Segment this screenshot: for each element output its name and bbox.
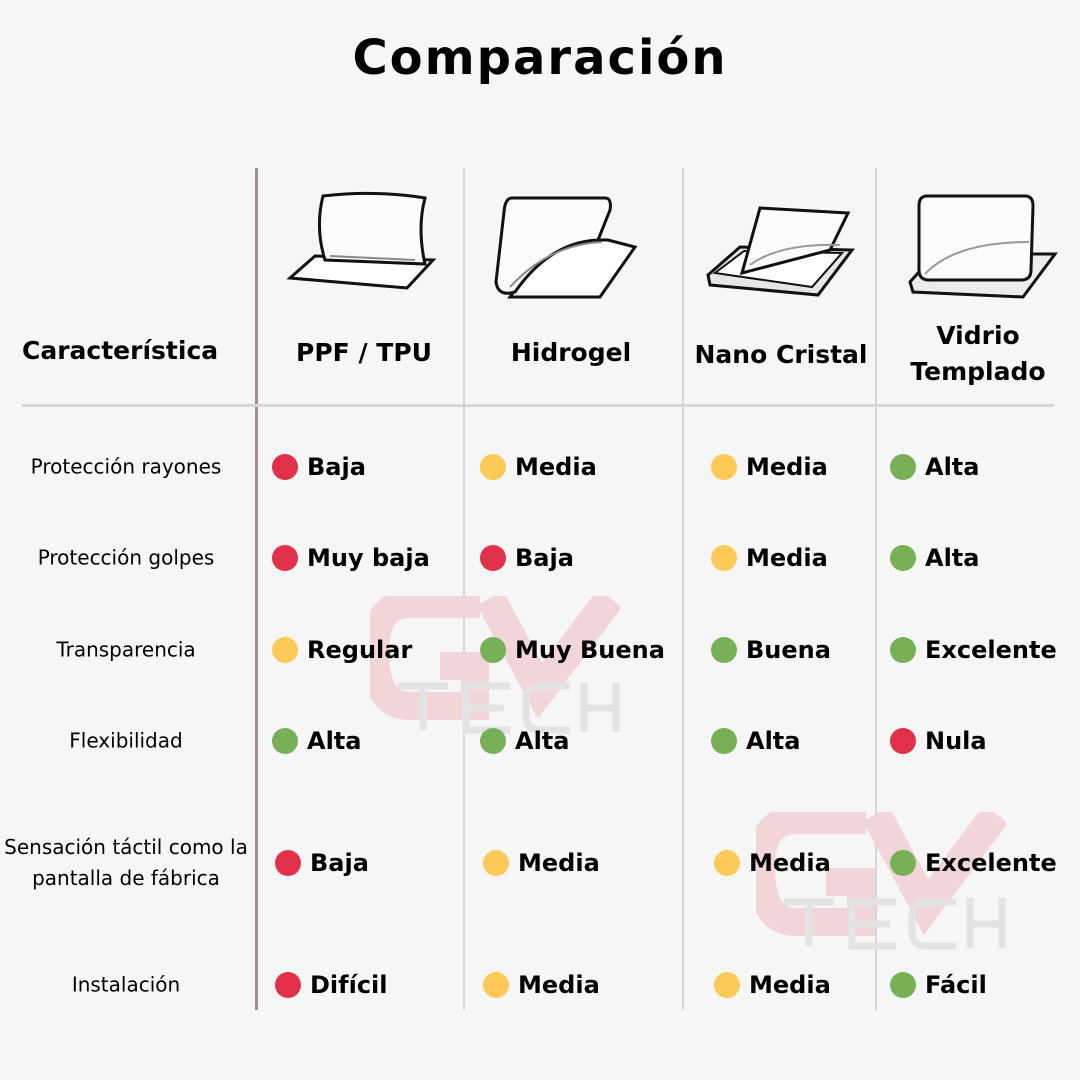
gv-tech-watermark <box>756 812 1006 950</box>
rating-cell: Nula <box>890 727 987 755</box>
rating-yellow-dot-icon <box>483 850 509 876</box>
column-divider <box>463 168 465 1010</box>
feature-label: Transparencia <box>56 637 196 662</box>
rating-text: Muy Buena <box>515 636 665 664</box>
rating-text: Baja <box>515 544 574 572</box>
rating-text: Muy baja <box>307 544 430 572</box>
rating-cell: Muy Buena <box>480 636 665 664</box>
hydrogel-film-icon <box>494 196 638 299</box>
rating-text: Media <box>746 544 828 572</box>
rating-red-dot-icon <box>275 850 301 876</box>
rating-cell: Media <box>714 971 831 999</box>
rating-green-dot-icon <box>890 545 916 571</box>
rating-yellow-dot-icon <box>480 454 506 480</box>
column-header-nano-cristal: Nano Cristal <box>694 340 868 369</box>
rating-text: Regular <box>307 636 413 664</box>
rating-text: Media <box>749 971 831 999</box>
feature-label: Protección golpes <box>37 545 215 570</box>
feature-label: Instalación <box>71 972 181 997</box>
rating-cell: Regular <box>272 636 412 664</box>
rating-red-dot-icon <box>272 545 298 571</box>
column-divider <box>875 168 877 1010</box>
rating-text: Baja <box>310 849 369 877</box>
rating-cell: Difícil <box>275 971 388 999</box>
rating-cell: Baja <box>272 453 366 481</box>
rating-text: Alta <box>925 544 980 572</box>
rating-cell: Baja <box>480 544 574 572</box>
feature-label: Flexibilidad <box>69 728 183 753</box>
rating-green-dot-icon <box>480 728 506 754</box>
page-title: Comparación <box>352 30 728 86</box>
rating-text: Excelente <box>925 636 1057 664</box>
rating-green-dot-icon <box>890 850 916 876</box>
rating-red-dot-icon <box>275 972 301 998</box>
rating-yellow-dot-icon <box>711 545 737 571</box>
gv-tech-watermark <box>370 596 620 734</box>
rating-red-dot-icon <box>890 728 916 754</box>
rating-green-dot-icon <box>711 728 737 754</box>
header-divider <box>22 404 1054 407</box>
rating-cell: Media <box>714 849 831 877</box>
rating-cell: Excelente <box>890 636 1057 664</box>
rating-cell: Alta <box>711 727 800 755</box>
rating-cell: Alta <box>890 453 979 481</box>
rating-text: Media <box>515 453 597 481</box>
rating-green-dot-icon <box>890 454 916 480</box>
column-header-ppf: PPF / TPU <box>296 338 432 367</box>
column-header-vidrio-templado: Vidrio Templado <box>910 321 1046 386</box>
rating-text: Nula <box>925 727 987 755</box>
rating-text: Media <box>518 971 600 999</box>
nano-glass-icon <box>706 206 855 297</box>
rating-cell: Alta <box>890 544 979 572</box>
rating-cell: Baja <box>275 849 369 877</box>
rating-cell: Muy baja <box>272 544 430 572</box>
rating-text: Excelente <box>925 849 1057 877</box>
column-divider <box>255 168 258 1010</box>
rating-green-dot-icon <box>890 637 916 663</box>
rating-text: Media <box>746 453 828 481</box>
rating-text: Media <box>749 849 831 877</box>
tempered-glass-icon <box>908 194 1058 299</box>
rating-text: Difícil <box>310 971 388 999</box>
rating-cell: Buena <box>711 636 831 664</box>
rating-yellow-dot-icon <box>714 850 740 876</box>
rating-red-dot-icon <box>480 545 506 571</box>
rating-text: Buena <box>746 636 831 664</box>
rating-text: Alta <box>746 727 801 755</box>
flexible-film-icon <box>286 191 437 290</box>
rating-cell: Media <box>483 849 600 877</box>
rating-text: Alta <box>515 727 570 755</box>
rating-cell: Media <box>480 453 597 481</box>
rating-green-dot-icon <box>272 728 298 754</box>
rating-cell: Media <box>711 544 828 572</box>
rating-cell: Media <box>483 971 600 999</box>
rating-text: Media <box>518 849 600 877</box>
feature-column-header: Característica <box>22 336 219 365</box>
rating-yellow-dot-icon <box>272 637 298 663</box>
rating-text: Fácil <box>925 971 987 999</box>
rating-cell: Excelente <box>890 849 1057 877</box>
rating-cell: Alta <box>480 727 569 755</box>
rating-text: Alta <box>307 727 362 755</box>
rating-yellow-dot-icon <box>711 454 737 480</box>
rating-cell: Fácil <box>890 971 987 999</box>
column-divider <box>682 168 684 1010</box>
rating-green-dot-icon <box>480 637 506 663</box>
rating-yellow-dot-icon <box>714 972 740 998</box>
rating-green-dot-icon <box>711 637 737 663</box>
column-header-hidrogel: Hidrogel <box>510 338 632 367</box>
rating-cell: Alta <box>272 727 361 755</box>
rating-text: Alta <box>925 453 980 481</box>
rating-text: Baja <box>307 453 366 481</box>
rating-yellow-dot-icon <box>483 972 509 998</box>
rating-green-dot-icon <box>890 972 916 998</box>
feature-label: Sensación táctil como la pantalla de fáb… <box>4 835 248 890</box>
rating-red-dot-icon <box>272 454 298 480</box>
rating-cell: Media <box>711 453 828 481</box>
feature-label: Protección rayones <box>30 454 222 479</box>
